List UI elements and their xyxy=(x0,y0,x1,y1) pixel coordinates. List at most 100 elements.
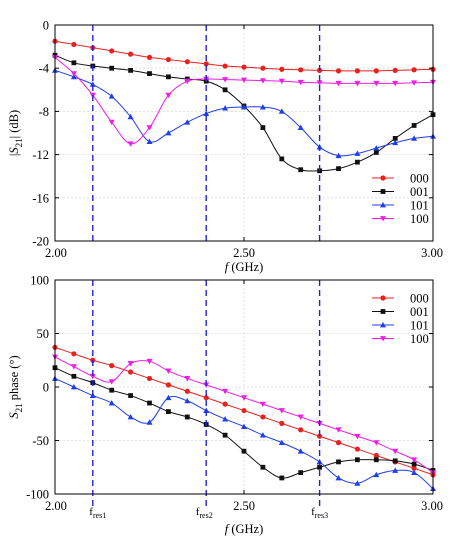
x-tick-label-2: 3.00 xyxy=(421,246,443,260)
data-point-101-7 xyxy=(184,119,191,125)
data-point-000-8 xyxy=(203,395,209,401)
data-point-101-6 xyxy=(165,130,172,136)
data-point-000-17 xyxy=(373,452,379,459)
data-point-100-11 xyxy=(259,401,266,408)
legend-label-001: 001 xyxy=(410,305,429,319)
legend-entry-100: 100 xyxy=(372,212,429,226)
data-point-001-6 xyxy=(166,409,171,415)
series-000 xyxy=(52,38,436,74)
data-point-001-17 xyxy=(373,150,379,155)
data-point-100-7 xyxy=(184,376,191,382)
data-point-000-14 xyxy=(317,433,323,439)
data-point-001-9 xyxy=(222,87,228,93)
data-point-000-8 xyxy=(203,61,209,67)
data-point-000-15 xyxy=(335,440,342,446)
legend-entry-101: 101 xyxy=(372,199,429,213)
data-point-101-15 xyxy=(335,152,342,159)
data-point-001-15 xyxy=(336,459,341,465)
data-point-101-19 xyxy=(411,469,418,475)
data-point-100-18 xyxy=(392,80,399,87)
legend-label-001: 001 xyxy=(410,185,429,199)
data-point-001-16 xyxy=(355,159,360,165)
data-point-000-6 xyxy=(165,56,171,63)
data-point-100-5 xyxy=(146,125,153,131)
data-point-000-5 xyxy=(146,54,153,61)
data-point-001-19 xyxy=(411,461,417,467)
data-point-101-15 xyxy=(335,474,342,481)
data-point-000-5 xyxy=(146,375,153,382)
data-point-000-9 xyxy=(222,401,228,407)
y-tick-label-5: -20 xyxy=(32,235,49,249)
data-point-001-18 xyxy=(392,458,398,464)
data-point-101-19 xyxy=(411,135,418,141)
data-point-000-15 xyxy=(335,68,342,74)
legend-marker-000 xyxy=(380,295,386,301)
data-point-001-3 xyxy=(109,65,115,71)
series-001 xyxy=(52,365,436,481)
legend-marker-101 xyxy=(380,202,386,208)
data-point-100-14 xyxy=(316,80,323,86)
data-point-000-7 xyxy=(184,59,190,65)
legend-entry-101: 101 xyxy=(372,319,429,333)
data-point-100-19 xyxy=(411,457,418,463)
data-point-101-11 xyxy=(259,104,266,110)
data-point-101-3 xyxy=(108,93,115,99)
data-point-100-17 xyxy=(373,440,380,446)
data-point-100-5 xyxy=(146,358,153,365)
legend-label-000: 000 xyxy=(410,172,429,186)
data-point-100-12 xyxy=(278,78,285,85)
legend-label-000: 000 xyxy=(410,292,429,306)
data-point-001-13 xyxy=(298,470,304,475)
y-tick-label-1: -4 xyxy=(39,62,50,76)
data-point-001-13 xyxy=(298,167,304,173)
series-000 xyxy=(52,344,436,478)
data-point-101-16 xyxy=(354,480,361,486)
data-point-001-11 xyxy=(260,125,266,130)
data-point-100-10 xyxy=(241,77,247,84)
x-tick-label-0: 2.00 xyxy=(45,246,67,260)
data-point-101-5 xyxy=(146,419,153,425)
grid xyxy=(54,24,434,242)
data-point-101-8 xyxy=(203,110,210,116)
x-axis-label: f (GHz) xyxy=(225,522,264,536)
data-point-000-19 xyxy=(411,465,417,471)
data-point-001-4 xyxy=(128,67,133,73)
legend-marker-001 xyxy=(380,309,386,314)
data-point-000-18 xyxy=(392,67,398,73)
data-point-100-9 xyxy=(222,388,229,395)
data-point-100-15 xyxy=(335,80,342,87)
data-point-100-2 xyxy=(89,373,96,380)
data-point-101-12 xyxy=(278,108,285,114)
data-point-001-17 xyxy=(373,457,379,463)
data-point-100-10 xyxy=(241,395,247,401)
y-axis-label: |S21| (dB) xyxy=(7,110,24,156)
data-point-001-19 xyxy=(411,123,417,128)
data-point-101-4 xyxy=(127,113,134,120)
data-point-000-3 xyxy=(109,48,115,54)
legend-label-101: 101 xyxy=(410,199,429,213)
data-point-101-2 xyxy=(89,81,96,87)
legend-label-101: 101 xyxy=(410,319,429,333)
legend-label-100: 100 xyxy=(410,332,429,346)
data-point-100-3 xyxy=(108,119,115,126)
data-point-101-13 xyxy=(297,448,304,454)
y-tick-label-2: -8 xyxy=(39,105,49,119)
data-point-000-6 xyxy=(165,382,171,388)
data-point-001-15 xyxy=(336,166,341,172)
data-point-000-7 xyxy=(184,388,190,394)
data-point-100-6 xyxy=(165,92,172,99)
y-tick-label-1: 50 xyxy=(37,327,50,341)
legend-marker-101 xyxy=(380,322,386,328)
y-axis-label: S21 phase (°) xyxy=(7,355,24,418)
data-point-000-11 xyxy=(260,414,266,420)
data-point-101-3 xyxy=(108,400,115,406)
x-tick-label-0: 2.00 xyxy=(45,499,67,513)
data-point-001-4 xyxy=(128,393,133,398)
data-point-000-10 xyxy=(241,64,247,70)
data-point-100-9 xyxy=(222,77,229,83)
data-point-101-17 xyxy=(373,145,380,151)
data-point-000-10 xyxy=(241,407,247,414)
data-point-000-16 xyxy=(354,68,360,74)
legend-marker-001 xyxy=(380,189,386,194)
data-point-101-13 xyxy=(297,124,304,130)
